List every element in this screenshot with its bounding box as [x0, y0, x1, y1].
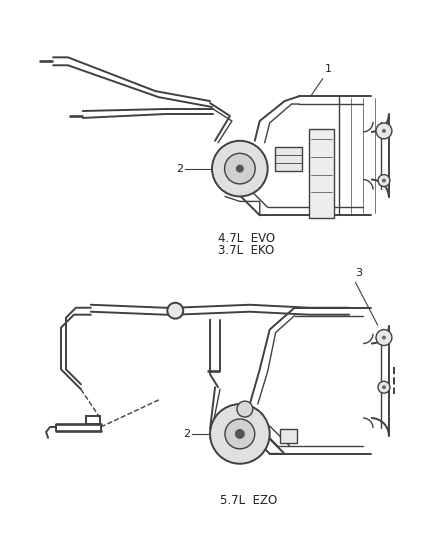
Circle shape [167, 303, 183, 319]
Circle shape [382, 336, 386, 340]
Circle shape [236, 165, 244, 173]
Text: 3.7L  EKO: 3.7L EKO [218, 244, 274, 257]
Bar [279, 429, 297, 443]
Circle shape [378, 175, 390, 187]
Text: 5.7L  EZO: 5.7L EZO [220, 494, 277, 506]
Circle shape [376, 123, 392, 139]
Circle shape [376, 329, 392, 345]
Circle shape [237, 401, 253, 417]
Circle shape [212, 141, 268, 197]
Text: 4.7L  EVO: 4.7L EVO [218, 232, 275, 245]
Bar [309, 129, 334, 219]
Circle shape [382, 179, 386, 182]
Text: 1: 1 [325, 64, 332, 74]
Text: 2: 2 [176, 164, 183, 174]
Circle shape [382, 385, 386, 389]
Circle shape [225, 154, 255, 184]
Circle shape [235, 429, 245, 439]
Circle shape [378, 381, 390, 393]
Circle shape [225, 419, 255, 449]
Text: 2: 2 [183, 429, 190, 439]
Circle shape [382, 129, 386, 133]
Bar [275, 147, 303, 171]
Circle shape [210, 404, 270, 464]
Text: 3: 3 [355, 268, 362, 278]
